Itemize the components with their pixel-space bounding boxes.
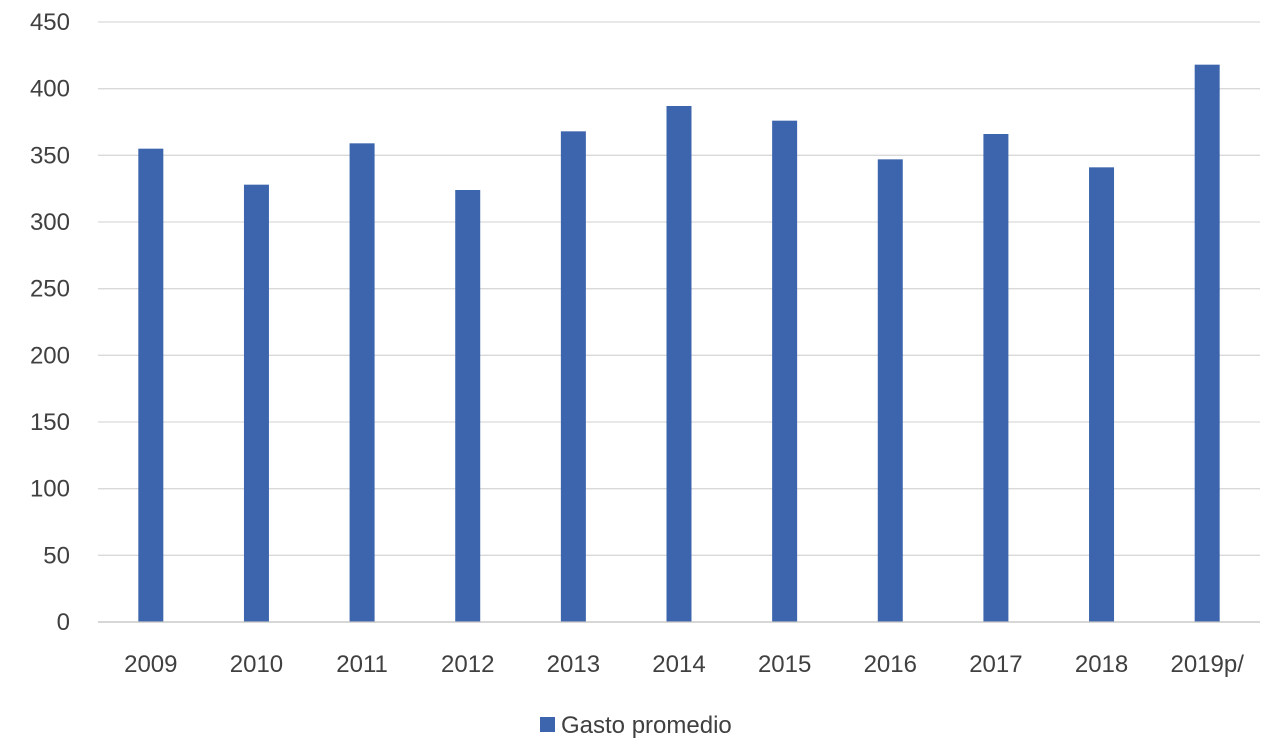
bar-2009 xyxy=(138,148,164,622)
x-tick-label: 2014 xyxy=(652,651,705,678)
bar-2011 xyxy=(349,143,375,623)
bar-2019p xyxy=(1194,64,1220,622)
y-tick-label: 150 xyxy=(30,409,70,436)
bar-2014 xyxy=(666,106,692,622)
bar-2017 xyxy=(983,134,1009,622)
x-tick-label: 2019p/ xyxy=(1170,651,1244,678)
bar-2012 xyxy=(455,190,481,622)
bar-2010 xyxy=(243,184,269,622)
x-tick-label: 2018 xyxy=(1075,651,1128,678)
y-tick-label: 350 xyxy=(30,142,70,169)
y-tick-label: 100 xyxy=(30,476,70,503)
x-tick-label: 2009 xyxy=(124,651,177,678)
bar-2015 xyxy=(772,120,798,623)
y-tick-label: 450 xyxy=(30,9,70,36)
y-tick-label: 50 xyxy=(43,542,70,569)
bars xyxy=(138,64,1220,623)
y-tick-label: 0 xyxy=(57,609,70,636)
y-tick-label: 400 xyxy=(30,76,70,103)
legend-label: Gasto promedio xyxy=(561,712,732,739)
y-tick-label: 300 xyxy=(30,209,70,236)
bar-2016 xyxy=(877,159,903,623)
x-tick-label: 2013 xyxy=(547,651,600,678)
legend: Gasto promedio xyxy=(540,712,732,739)
legend-swatch xyxy=(540,717,555,732)
y-tick-label: 200 xyxy=(30,342,70,369)
x-tick-label: 2015 xyxy=(758,651,811,678)
x-tick-label: 2011 xyxy=(336,651,388,678)
x-tick-label: 2017 xyxy=(969,651,1022,678)
x-axis-tick-labels: 2009 2010 2011 2012 2013 2014 2015 2016 2017 2018… xyxy=(124,651,1244,678)
x-tick-label: 2010 xyxy=(230,651,283,678)
y-tick-label: 250 xyxy=(30,276,70,303)
bar-2013 xyxy=(560,131,586,623)
x-tick-label: 2012 xyxy=(441,651,494,678)
y-axis-tick-labels: 0 50 100 150 200 250 300 350 400 450 xyxy=(30,9,70,636)
x-tick-label: 2016 xyxy=(864,651,917,678)
bar-2018 xyxy=(1089,167,1115,623)
